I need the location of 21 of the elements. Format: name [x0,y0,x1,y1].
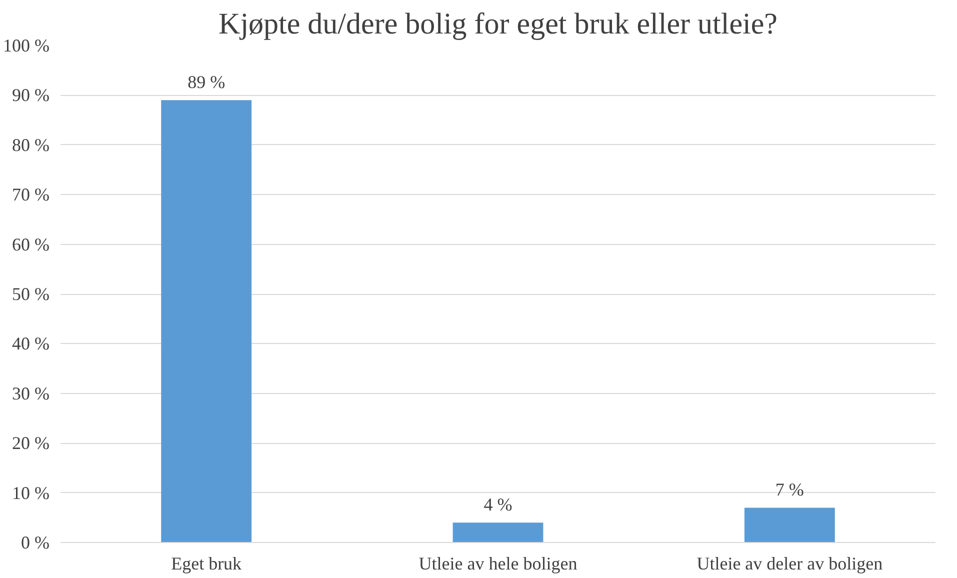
y-tick-label: 30 % [12,383,50,404]
y-tick-label: 40 % [12,334,50,354]
data-label: 4 % [484,494,512,515]
y-tick-label: 80 % [12,134,50,155]
y-tick-label: 100 % [3,36,50,56]
data-label: 7 % [775,480,804,500]
chart-title: Kjøpte du/dere bolig for eget bruk eller utleie? [218,8,778,40]
y-tick-label: 20 % [12,433,50,454]
x-tick-label: Eget bruk [171,554,242,574]
y-tick-label: 0 % [21,532,50,552]
x-tick-label: Utleie av deler av boligen [696,554,883,574]
x-tick-label: Utleie av hele boligen [418,554,578,574]
y-tick-label: 70 % [12,184,50,205]
y-tick-label: 90 % [12,85,50,106]
bar [744,508,835,542]
y-tick-label: 10 % [12,482,50,503]
y-tick-label: 60 % [12,234,50,254]
bar [161,100,252,542]
data-label: 89 % [188,72,226,92]
y-tick-label: 50 % [12,284,50,304]
bar [452,522,544,542]
